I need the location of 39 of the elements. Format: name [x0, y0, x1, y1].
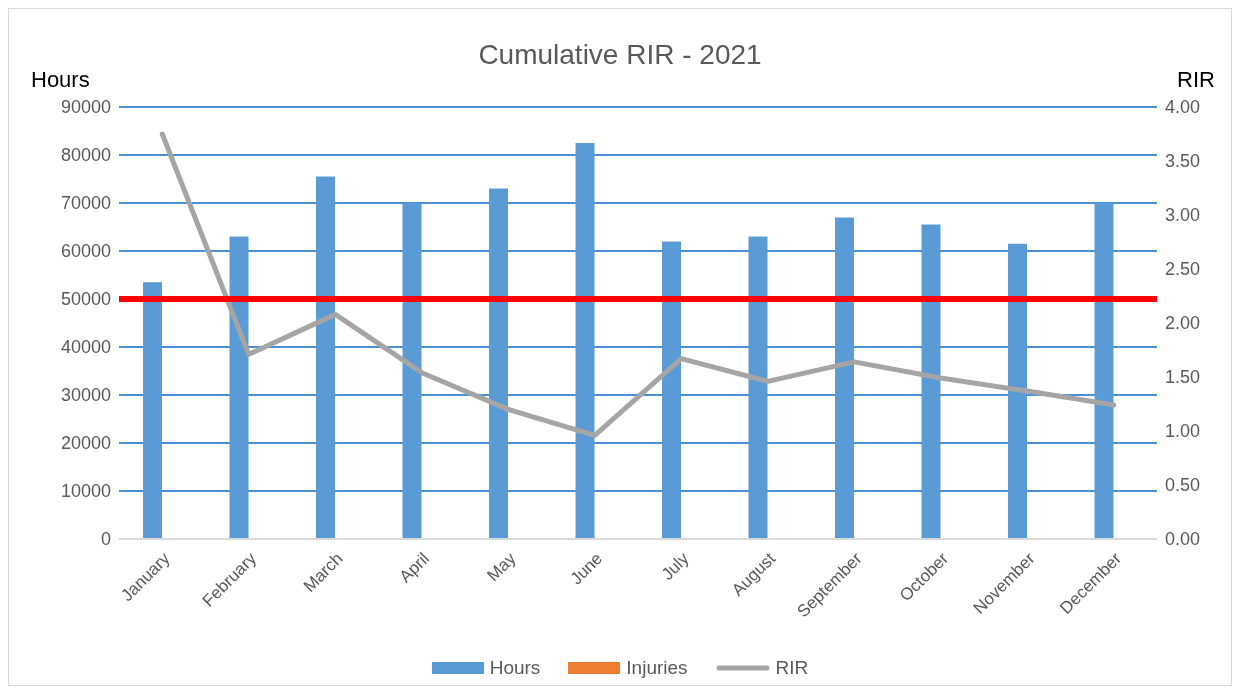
y2-tick-label: 3.00: [1165, 205, 1201, 226]
y-tick-label: 50000: [60, 289, 111, 310]
bar: [1008, 243, 1027, 539]
y-tick-label: 70000: [60, 193, 111, 214]
y-tick-label: 10000: [60, 481, 111, 502]
bar: [316, 176, 335, 539]
bar: [575, 143, 595, 539]
y2-tick-label: 0.00: [1165, 529, 1201, 550]
y-tick-label: 80000: [60, 145, 111, 166]
legend-label: Injuries: [626, 657, 688, 679]
y2-tick-label: 1.00: [1165, 421, 1201, 442]
chart-title: Cumulative RIR - 2021: [478, 39, 762, 70]
y2-tick-label: 4.00: [1165, 97, 1201, 118]
y-tick-label: 0: [100, 529, 111, 550]
bar: [143, 282, 162, 539]
y2-tick-label: 2.00: [1165, 313, 1201, 334]
bar: [921, 224, 941, 539]
y2-tick-label: 2.50: [1165, 259, 1201, 280]
y-axis-title: Hours: [31, 67, 90, 93]
bar: [835, 217, 854, 539]
legend-label: Hours: [489, 657, 541, 679]
y-tick-label: 40000: [60, 337, 111, 358]
bar: [662, 241, 681, 539]
bar: [489, 188, 508, 539]
y-tick-label: 20000: [60, 433, 111, 454]
y-tick-label: 30000: [60, 385, 111, 406]
y2-tick-label: 0.50: [1165, 475, 1201, 496]
y-tick-label: 90000: [60, 97, 111, 118]
x-tick-label: May: [483, 548, 520, 586]
y2-tick-label: 1.50: [1165, 367, 1201, 388]
bar: [229, 236, 249, 539]
bar: [402, 203, 422, 539]
y2-tick-label: 3.50: [1165, 151, 1201, 172]
x-tick-label: July: [657, 548, 693, 584]
legend-label: RIR: [775, 657, 809, 679]
bar: [748, 236, 768, 539]
bar: [1094, 203, 1114, 539]
y-tick-label: 60000: [60, 241, 111, 262]
y2-axis-title: RIR: [1177, 67, 1215, 93]
